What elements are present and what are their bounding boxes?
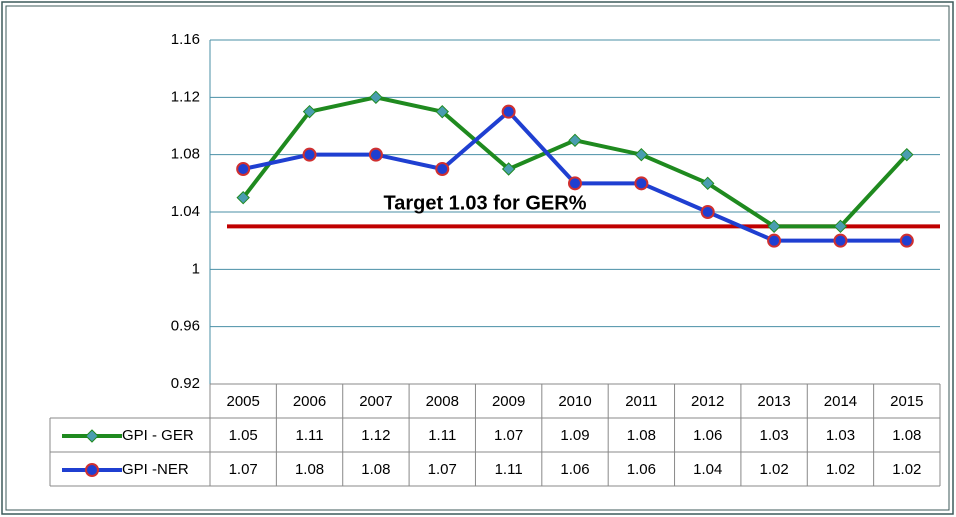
series-line xyxy=(242,109,907,243)
table-value: 1.08 xyxy=(361,461,390,478)
marker xyxy=(302,104,317,119)
marker xyxy=(236,162,251,176)
table-value: 1.07 xyxy=(229,461,258,478)
marker xyxy=(767,219,781,234)
marker xyxy=(900,147,914,162)
y-tick-label: 1 xyxy=(192,260,200,277)
x-tick-label: 2012 xyxy=(691,393,724,410)
table-value: 1.11 xyxy=(428,427,456,444)
target-label: Target 1.03 for GER% xyxy=(383,193,586,215)
marker xyxy=(634,147,649,162)
marker xyxy=(899,233,914,248)
table-value: 1.02 xyxy=(892,461,921,478)
table-value: 1.07 xyxy=(494,427,523,444)
y-tick-label: 1.08 xyxy=(171,146,200,163)
marker xyxy=(368,147,383,162)
table-value: 1.03 xyxy=(826,427,855,444)
table-value: 1.06 xyxy=(560,461,589,478)
marker xyxy=(501,162,516,176)
x-tick-label: 2013 xyxy=(757,393,790,410)
table-value: 1.08 xyxy=(892,427,921,444)
table-value: 1.06 xyxy=(693,427,722,444)
legend-marker xyxy=(85,463,99,477)
y-tick-label: 1.16 xyxy=(171,31,200,48)
x-tick-label: 2009 xyxy=(492,393,525,410)
y-tick-label: 1.12 xyxy=(171,88,200,105)
table-value: 1.02 xyxy=(826,461,855,478)
table-value: 1.09 xyxy=(560,427,589,444)
x-tick-label: 2006 xyxy=(293,393,326,410)
legend-marker xyxy=(85,429,99,443)
table-value: 1.02 xyxy=(759,461,788,478)
marker xyxy=(833,233,848,248)
marker xyxy=(701,176,715,191)
table-value: 1.08 xyxy=(295,461,324,478)
marker xyxy=(302,147,317,162)
table-value: 1.12 xyxy=(361,427,390,444)
x-tick-label: 2008 xyxy=(426,393,459,410)
x-tick-label: 2005 xyxy=(226,393,259,410)
marker xyxy=(568,133,582,148)
frame-inner xyxy=(5,5,950,511)
marker xyxy=(833,219,848,234)
y-tick-label: 1.04 xyxy=(171,203,200,220)
table-value: 1.03 xyxy=(759,427,788,444)
table-value: 1.11 xyxy=(495,461,523,478)
marker xyxy=(435,104,449,119)
table-value: 1.04 xyxy=(693,461,722,478)
table-value: 1.11 xyxy=(295,427,323,444)
table-value: 1.05 xyxy=(229,427,258,444)
x-tick-label: 2015 xyxy=(890,393,923,410)
marker xyxy=(634,176,649,191)
y-tick-label: 0.92 xyxy=(171,375,200,392)
table-value: 1.06 xyxy=(627,461,656,478)
marker xyxy=(369,90,383,105)
marker xyxy=(236,190,250,205)
legend-label: GPI - GER xyxy=(122,427,194,444)
x-tick-label: 2007 xyxy=(359,393,392,410)
y-tick-label: 0.96 xyxy=(171,318,200,335)
table-value: 1.07 xyxy=(428,461,457,478)
marker xyxy=(767,233,782,248)
x-tick-label: 2010 xyxy=(558,393,591,410)
x-tick-label: 2014 xyxy=(824,393,857,410)
x-tick-label: 2011 xyxy=(625,393,657,410)
marker xyxy=(501,104,516,119)
table-value: 1.08 xyxy=(627,427,656,444)
legend-label: GPI -NER xyxy=(122,461,189,478)
marker xyxy=(700,205,715,219)
marker xyxy=(568,176,582,191)
marker xyxy=(435,162,450,176)
